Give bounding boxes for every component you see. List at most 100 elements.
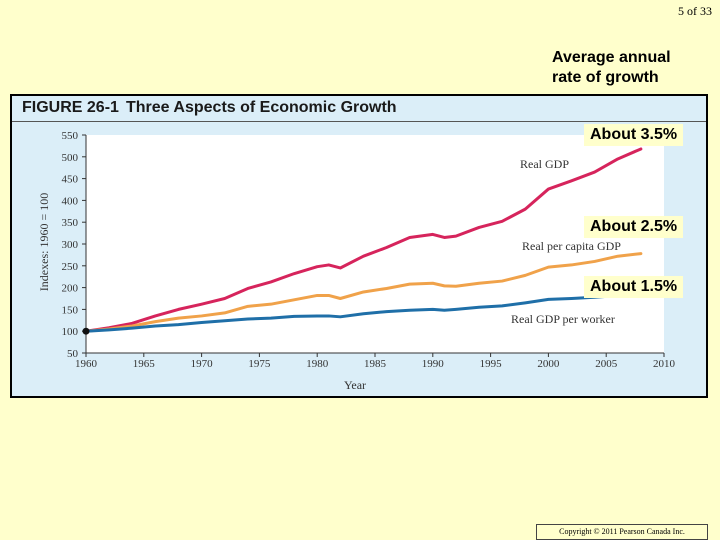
series-2-point: [501, 280, 503, 282]
series-1-point: [154, 315, 157, 317]
series-1-point: [640, 148, 642, 150]
series-3-point: [327, 315, 330, 317]
callout-gdp-growth: About 3.5%: [584, 124, 684, 146]
series-2-point: [270, 303, 272, 305]
series-3-point: [339, 316, 342, 318]
y-tick-label: 500: [62, 152, 79, 164]
series-2-point: [640, 252, 642, 255]
series-2-point: [131, 325, 134, 327]
series-1-point: [131, 322, 134, 325]
series-2-point: [570, 264, 573, 266]
x-tick-label: 1975: [248, 358, 271, 370]
figure-header: FIGURE 26-1 Three Aspects of Economic Gr…: [12, 96, 706, 120]
series-3-point: [177, 323, 180, 326]
series-label-2: Real per capita GDP: [522, 239, 621, 253]
series-3-point: [293, 315, 295, 318]
series-1-point: [455, 235, 457, 237]
y-tick-label: 400: [62, 195, 79, 207]
series-label-3: Real GDP per worker: [511, 312, 615, 326]
figure-title: Three Aspects of Economic Growth: [126, 99, 397, 116]
series-1-point: [524, 208, 527, 210]
series-1-point: [616, 158, 619, 160]
series-1-point: [316, 265, 319, 268]
header-divider: [12, 121, 706, 122]
x-tick-label: 1970: [191, 358, 214, 370]
series-label-1: Real GDP: [520, 157, 569, 171]
y-tick-label: 200: [62, 283, 79, 295]
series-1-point: [270, 281, 272, 283]
series-1-point: [501, 220, 503, 223]
y-tick-label: 100: [62, 326, 79, 338]
series-2-point: [432, 282, 434, 285]
callout-per-capita-growth: About 2.5%: [584, 216, 684, 238]
series-1-point: [327, 264, 330, 266]
series-2-point: [154, 320, 157, 323]
series-1-point: [223, 297, 226, 300]
series-3-point: [247, 318, 249, 320]
series-3-point: [154, 325, 157, 327]
series-2-point: [293, 299, 295, 301]
series-3-point: [362, 312, 365, 315]
series-3-point: [524, 302, 527, 304]
x-tick-label: 1965: [133, 358, 156, 370]
x-tick-label: 1960: [75, 358, 98, 370]
base-year-marker: [82, 327, 90, 335]
series-2-point: [223, 312, 226, 314]
series-3-point: [547, 298, 550, 301]
series-2-point: [177, 317, 180, 319]
series-1-point: [593, 171, 596, 173]
x-tick-label: 2010: [653, 358, 676, 370]
x-axis-title: Year: [344, 378, 366, 392]
y-tick-label: 150: [62, 304, 79, 316]
series-2-point: [339, 297, 342, 300]
x-tick-label: 1995: [480, 358, 503, 370]
series-2-point: [443, 285, 446, 287]
series-3-point: [316, 315, 319, 317]
series-3-point: [108, 329, 110, 331]
series-2-point: [408, 283, 411, 285]
x-tick-label: 2000: [537, 358, 560, 370]
series-1-point: [432, 233, 434, 236]
y-tick-label: 250: [62, 261, 79, 273]
series-1-point: [339, 267, 342, 269]
series-2-point: [593, 260, 596, 263]
series-3-point: [131, 327, 134, 329]
x-tick-label: 1980: [306, 358, 329, 370]
copyright-notice: Copyright © 2011 Pearson Canada Inc.: [536, 524, 708, 540]
series-3-point: [432, 308, 434, 311]
series-3-point: [385, 310, 388, 313]
series-1-point: [408, 236, 411, 239]
series-1-point: [293, 272, 295, 275]
series-1-point: [200, 303, 203, 305]
x-tick-label: 1990: [422, 358, 445, 370]
series-2-point: [316, 294, 319, 297]
series-2-point: [200, 315, 203, 317]
series-2-point: [547, 266, 550, 268]
series-3-point: [223, 319, 226, 322]
series-3-point: [501, 305, 503, 307]
series-1-point: [570, 179, 573, 182]
series-3-point: [570, 297, 573, 300]
series-3-point: [270, 317, 272, 319]
series-1-point: [547, 188, 550, 190]
series-2-point: [524, 274, 527, 277]
y-tick-label: 550: [62, 130, 79, 142]
series-3-point: [443, 309, 446, 312]
series-2-point: [478, 282, 480, 285]
series-2-point: [362, 291, 365, 293]
series-2-point: [247, 305, 249, 308]
callout-per-worker-growth: About 1.5%: [584, 276, 684, 298]
y-tick-label: 450: [62, 174, 79, 186]
growth-rate-heading: Average annual rate of growth: [552, 49, 671, 86]
x-tick-label: 1985: [364, 358, 387, 370]
y-axis-title: Indexes: 1960 = 100: [37, 193, 51, 291]
series-1-point: [247, 287, 249, 290]
series-1-point: [478, 226, 480, 229]
y-tick-label: 300: [62, 239, 79, 251]
series-3-point: [478, 306, 480, 309]
x-tick-label: 2005: [595, 358, 618, 370]
series-2-point: [455, 285, 457, 288]
series-1-point: [443, 236, 446, 239]
y-tick-label: 350: [62, 217, 79, 229]
series-2-point: [327, 294, 330, 297]
